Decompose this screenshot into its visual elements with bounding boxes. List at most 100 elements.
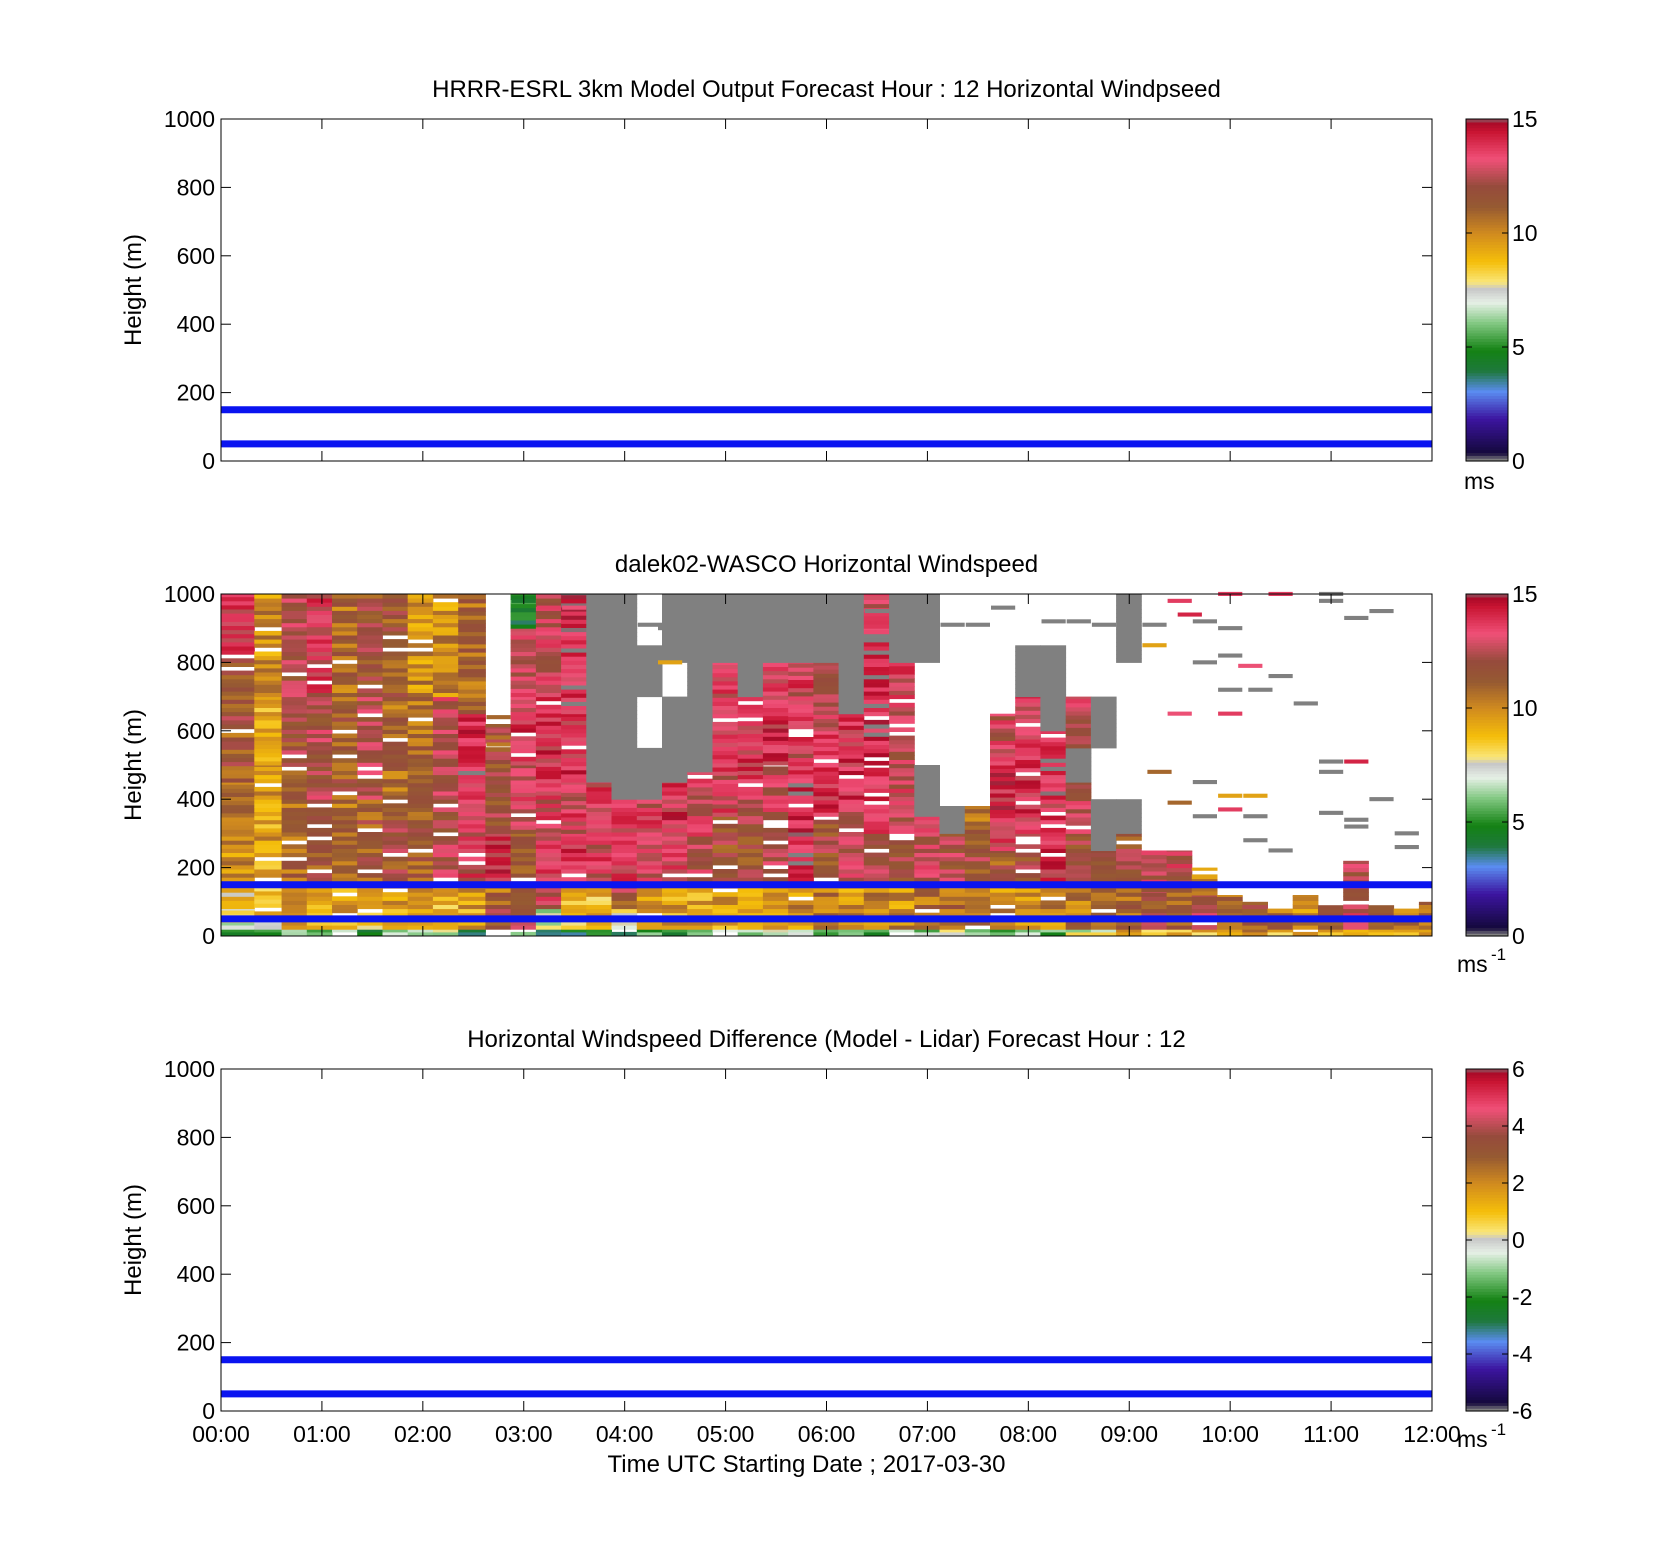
heatmap-cell (1343, 931, 1369, 937)
heatmap-cell (1090, 838, 1117, 843)
x-tick-label: 10:00 (1201, 1421, 1259, 1447)
heatmap-cell (221, 658, 255, 663)
heatmap-cell (762, 666, 789, 672)
colorbar-segment (1466, 1131, 1508, 1136)
colorbar-segment (1466, 1242, 1508, 1247)
heatmap-cell (561, 615, 587, 620)
heatmap-cell (1015, 726, 1041, 732)
heatmap-cell (990, 772, 1016, 778)
heatmap-cell (662, 749, 688, 754)
y-tick-label: 400 (177, 786, 215, 812)
heatmap-cell (1015, 663, 1041, 669)
heatmap-cell (485, 904, 512, 910)
colorbar-tick-label: 10 (1512, 220, 1538, 246)
heatmap-cell (221, 833, 255, 837)
heatmap-cell (586, 888, 612, 893)
heatmap-cell (432, 692, 459, 698)
colorbar-segment (1466, 224, 1508, 228)
heatmap-cell (662, 860, 688, 866)
heatmap-cell (281, 659, 308, 665)
heatmap-cell (788, 741, 814, 746)
heatmap-cell (254, 756, 282, 762)
colorbar-segment (1466, 426, 1508, 431)
heatmap-cell (687, 811, 713, 817)
heatmap-cell (712, 767, 739, 772)
heatmap-cell (561, 796, 587, 802)
heatmap-cell (306, 888, 333, 893)
heatmap-cell (990, 784, 1016, 790)
heatmap-cell (662, 594, 688, 598)
colorbar-segment (1466, 264, 1508, 268)
heatmap-cell (662, 888, 688, 893)
heatmap-cell (586, 638, 612, 644)
heatmap-cell (561, 896, 587, 901)
colorbar-segment (1466, 270, 1508, 274)
heatmap-cell (485, 800, 512, 806)
heatmap-cell (281, 921, 308, 926)
heatmap-cell (281, 729, 308, 734)
heatmap-cell (939, 892, 966, 897)
colorbar-segment (1466, 298, 1508, 302)
heatmap-cell (889, 929, 915, 933)
heatmap-cell (586, 654, 612, 660)
heatmap-cell (889, 877, 915, 882)
heatmap-cell (687, 840, 713, 845)
heatmap-cell (485, 734, 512, 740)
heatmap-cell (687, 648, 713, 653)
heatmap-cell (889, 771, 915, 777)
heatmap-cell (1065, 840, 1092, 845)
colorbar-segment (1466, 767, 1508, 772)
heatmap-cell (914, 808, 940, 813)
heatmap-cell (357, 900, 383, 905)
heatmap-cell (636, 844, 663, 849)
heatmap-cell (762, 613, 789, 618)
heatmap-cell (990, 744, 1016, 750)
heatmap-cell (914, 646, 940, 651)
heatmap-cell (1292, 921, 1319, 926)
heatmap-cell (1090, 896, 1117, 901)
heatmap-cell (561, 900, 587, 905)
heatmap-cell (1040, 844, 1067, 849)
heatmap-cell (662, 852, 688, 858)
heatmap-cell (712, 734, 739, 739)
heatmap-cell (254, 635, 282, 640)
heatmap-cell (712, 892, 739, 897)
heatmap-cell (636, 836, 663, 841)
heatmap-cell (1040, 730, 1067, 734)
heatmap-cell (687, 685, 713, 690)
heatmap-cell (407, 832, 434, 837)
colorbar-segment (1466, 745, 1508, 749)
heatmap-cell (611, 815, 638, 821)
heatmap-cell (1015, 667, 1041, 673)
heatmap-cell (510, 796, 537, 802)
heatmap-cell (762, 736, 789, 741)
heatmap-cell (964, 921, 991, 926)
heatmap-cell (357, 680, 383, 685)
heatmap-cell (561, 929, 587, 933)
heatmap-cell (737, 912, 764, 918)
heatmap-cell (357, 602, 383, 607)
heatmap-cell (1393, 912, 1420, 918)
heatmap-cell (1015, 792, 1041, 797)
heatmap-cell (737, 795, 764, 800)
heatmap-cell (1191, 867, 1218, 871)
heatmap-cell (254, 765, 282, 767)
colorbar-segment (1466, 853, 1508, 857)
heatmap-cell (332, 900, 358, 905)
heatmap-cell (813, 654, 840, 659)
heatmap-cell (535, 832, 562, 837)
heatmap-cell (1141, 912, 1168, 918)
heatmap-cell (458, 611, 486, 616)
heatmap-cell (561, 611, 587, 616)
heatmap-cell (432, 729, 459, 734)
heatmap-cell (788, 827, 814, 833)
heatmap-cell (535, 896, 562, 901)
heatmap-cell (863, 912, 890, 918)
heatmap-cell (306, 602, 333, 607)
heatmap-cell (1065, 747, 1092, 750)
heatmap-cell (510, 765, 537, 769)
heatmap-cell (281, 795, 308, 800)
heatmap-cell (536, 605, 562, 610)
heatmap-cell (990, 838, 1016, 843)
heatmap-cell (458, 844, 486, 849)
